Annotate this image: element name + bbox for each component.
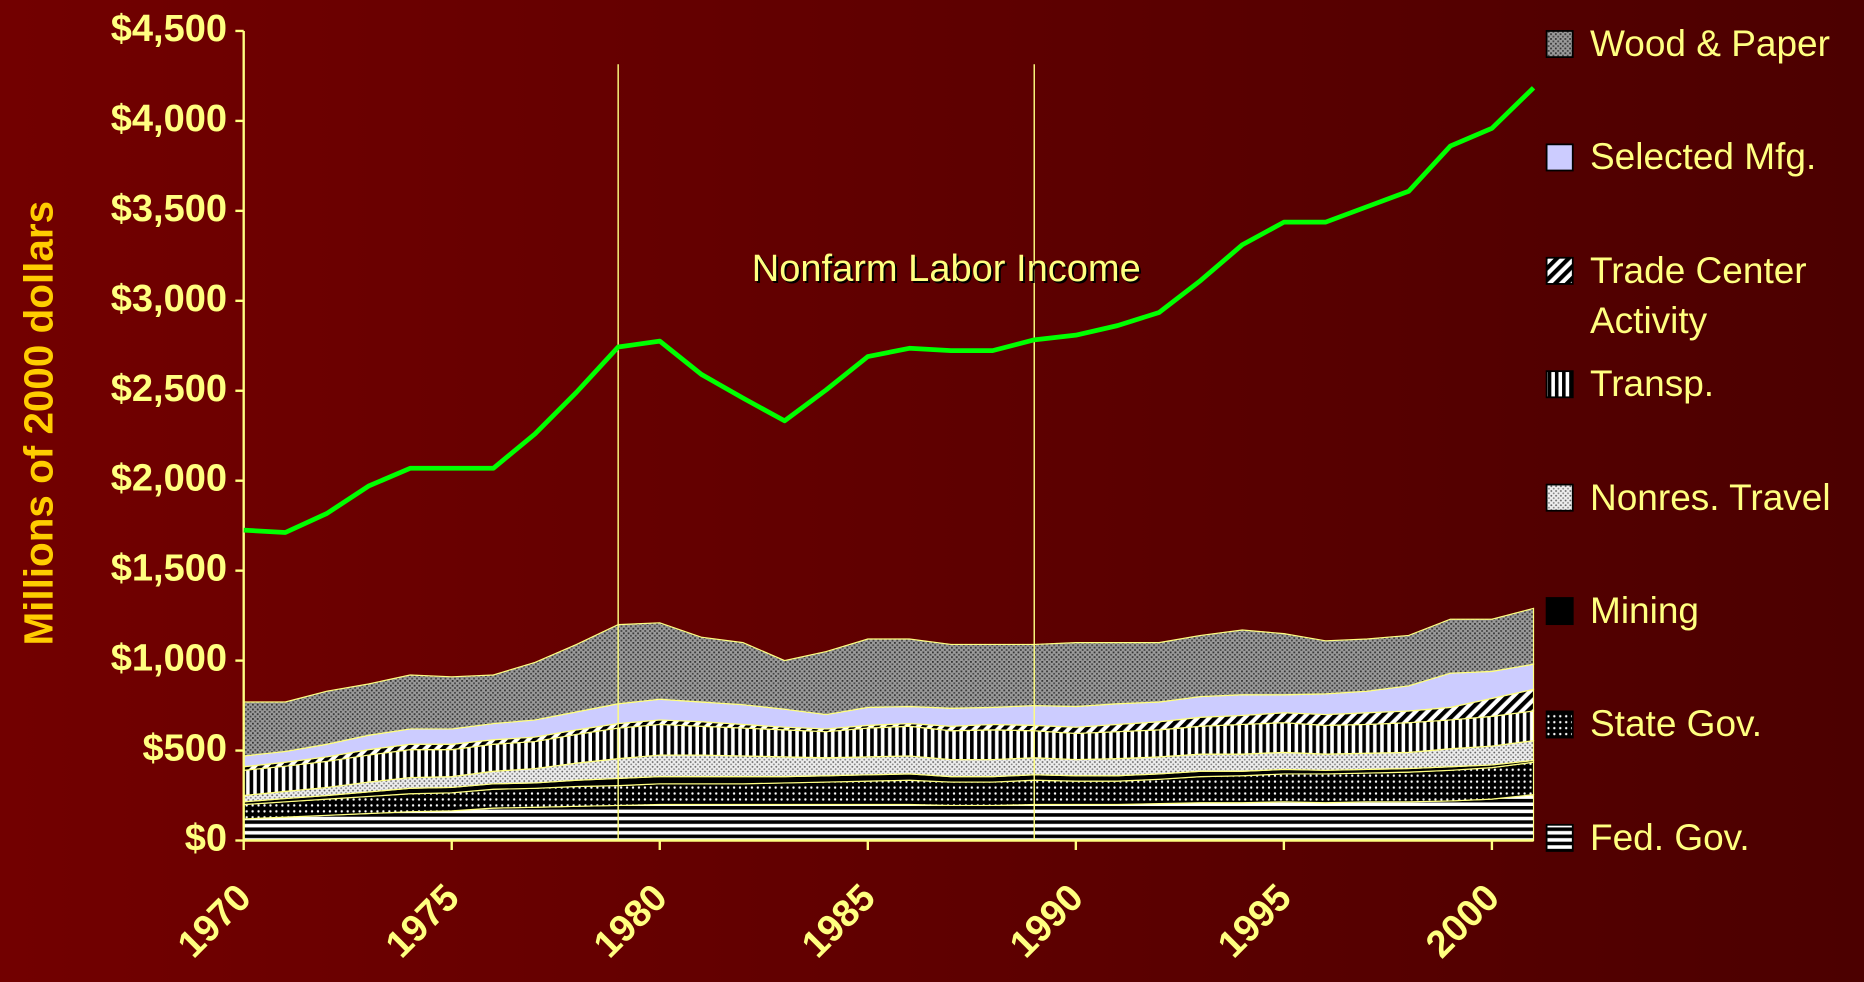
legend-label: Selected Mfg. — [1590, 136, 1817, 178]
area-segment — [243, 607, 1535, 757]
y-tick-label: $4,000 — [111, 98, 227, 140]
y-tick-label: $4,500 — [111, 8, 227, 50]
legend-swatch — [1545, 256, 1574, 285]
x-tick-label: 1995 — [1210, 877, 1300, 967]
y-tick-label: $2,500 — [111, 368, 227, 410]
x-tick-label: 1980 — [586, 877, 676, 967]
legend-swatch — [1545, 597, 1574, 626]
x-tick-label: 1990 — [1002, 877, 1092, 967]
legend-label: Transp. — [1590, 363, 1715, 405]
x-tick-label: 1970 — [170, 877, 260, 967]
legend-label: Mining — [1590, 590, 1699, 632]
legend-label: State Gov. — [1590, 703, 1763, 745]
line-series — [243, 86, 1536, 535]
legend-swatch — [1545, 823, 1574, 852]
y-tick-label: $3,500 — [111, 188, 227, 230]
legend-swatch — [1545, 710, 1574, 739]
y-tick-label: $0 — [185, 818, 227, 860]
line-label: Nonfarm Labor Income — [752, 248, 1141, 290]
legend-swatch — [1545, 483, 1574, 512]
x-tick-label: 1985 — [794, 877, 884, 967]
x-tick-label: 2000 — [1418, 877, 1508, 967]
legend-label: Nonres. Travel — [1590, 476, 1831, 518]
y-tick-label: $2,000 — [111, 458, 227, 500]
legend-label: Wood & Paper — [1590, 22, 1830, 64]
y-axis-label: Millions of 2000 dollars — [15, 201, 61, 646]
legend-swatch — [1545, 370, 1574, 399]
y-tick-label: $1,000 — [111, 638, 227, 680]
y-tick-label: $1,500 — [111, 548, 227, 590]
legend-label: Fed. Gov. — [1590, 816, 1750, 858]
x-tick-label: 1975 — [378, 877, 468, 967]
legend-swatch — [1545, 143, 1574, 172]
legend-swatch — [1545, 30, 1574, 58]
legend-label: Trade Center Activity — [1590, 249, 1807, 341]
y-tick-label: $3,000 — [111, 278, 227, 320]
y-tick-label: $500 — [142, 728, 227, 770]
